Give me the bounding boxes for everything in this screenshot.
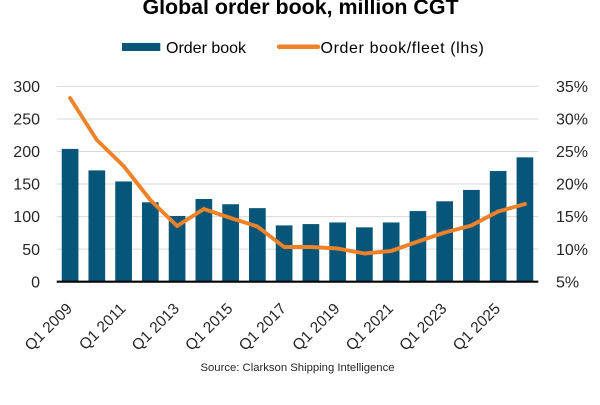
svg-text:150: 150: [13, 177, 40, 194]
svg-text:50: 50: [22, 242, 40, 259]
svg-text:200: 200: [13, 144, 40, 161]
svg-text:Order book: Order book: [166, 40, 247, 57]
svg-text:25%: 25%: [556, 144, 588, 161]
svg-text:20%: 20%: [556, 177, 588, 194]
svg-text:0: 0: [31, 274, 40, 291]
svg-text:Order book/fleet (lhs): Order book/fleet (lhs): [321, 40, 485, 57]
svg-text:100: 100: [13, 209, 40, 226]
svg-text:35%: 35%: [556, 79, 588, 96]
svg-text:15%: 15%: [556, 209, 588, 226]
svg-text:300: 300: [13, 79, 40, 96]
svg-text:10%: 10%: [556, 242, 588, 259]
svg-text:30%: 30%: [556, 112, 588, 129]
svg-text:Source: Clarkson Shipping Inte: Source: Clarkson Shipping Intelligence: [200, 362, 394, 374]
svg-text:Global order book, million CGT: Global order book, million CGT: [142, 0, 458, 19]
svg-text:5%: 5%: [556, 274, 579, 291]
svg-text:250: 250: [13, 112, 40, 129]
